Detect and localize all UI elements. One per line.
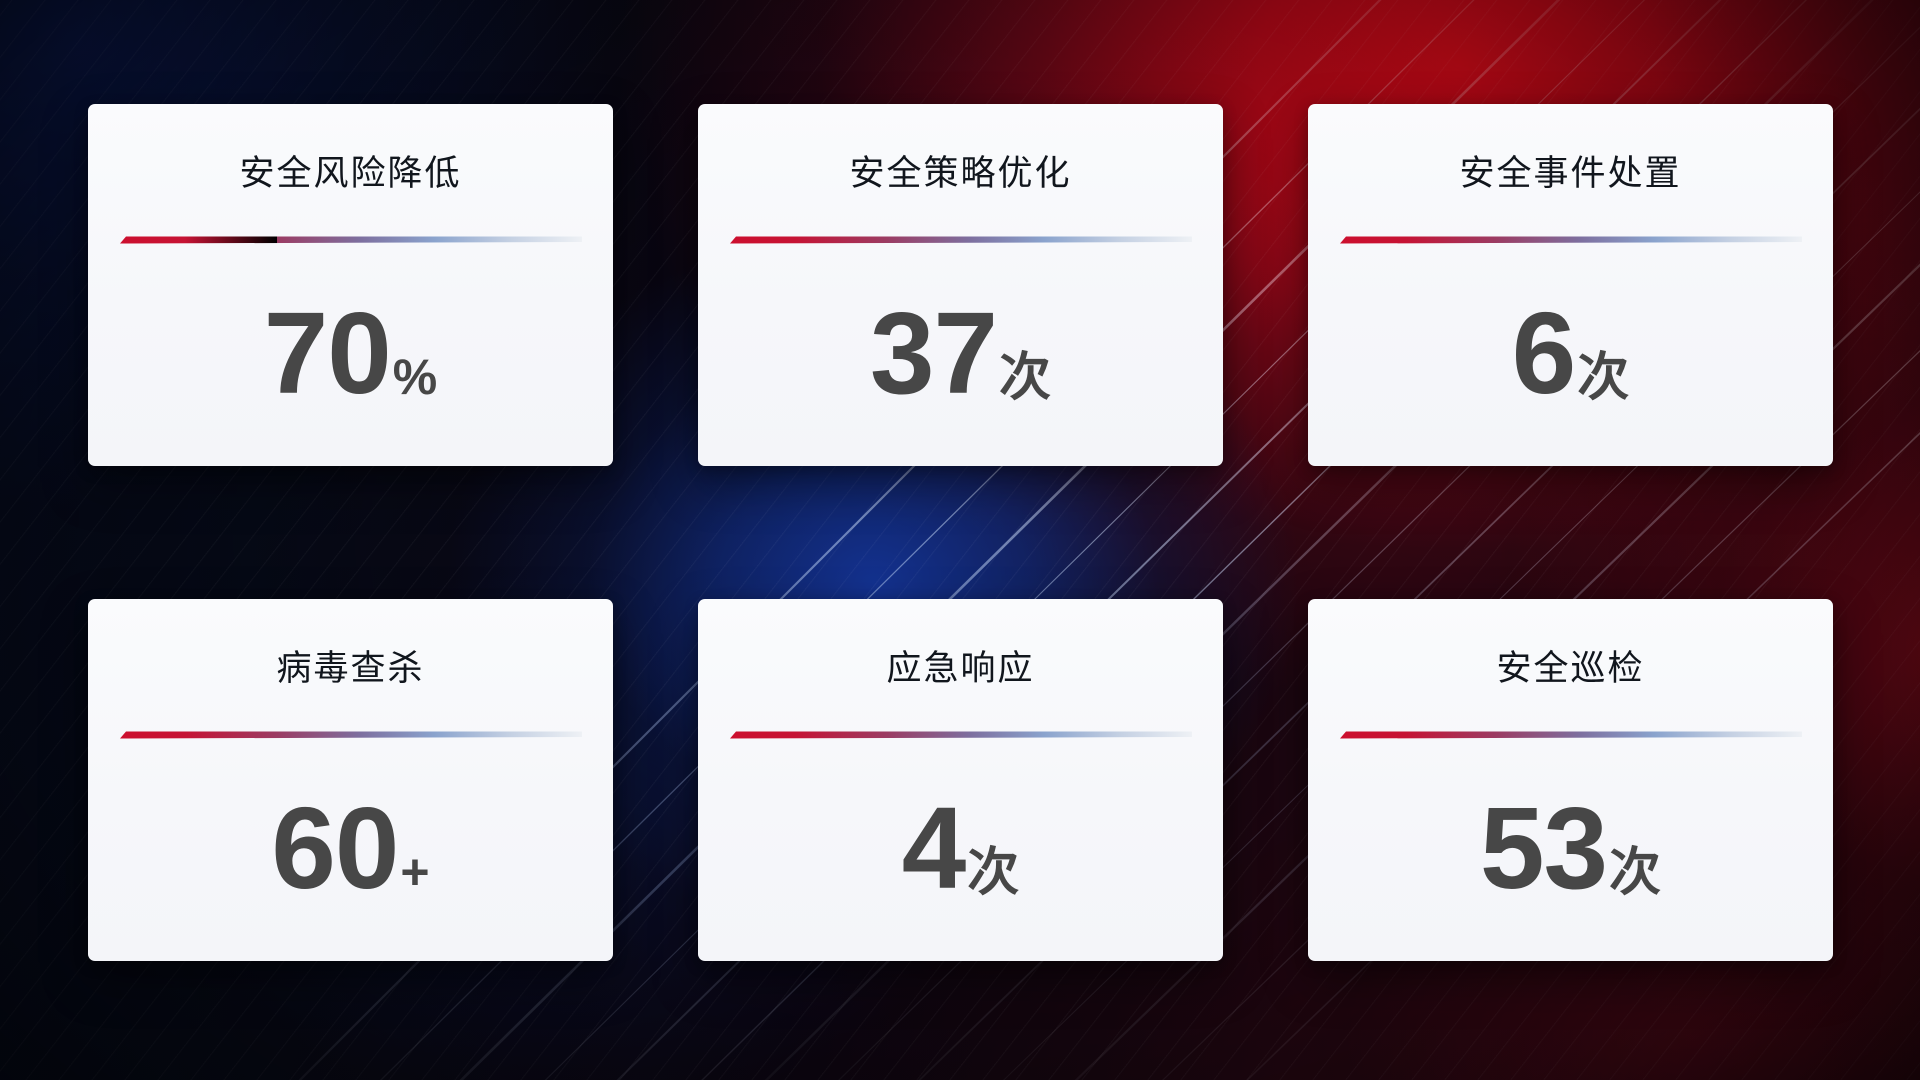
metric-title: 安全巡检	[1496, 649, 1645, 688]
gradient-divider	[119, 231, 582, 247]
metric-value-unit: %	[392, 349, 438, 405]
metric-card[interactable]: 安全策略优化	[698, 104, 1223, 466]
gradient-divider	[119, 726, 582, 742]
metric-value-unit: 次	[999, 349, 1052, 407]
gradient-divider	[1339, 726, 1802, 742]
gradient-divider	[729, 231, 1192, 247]
metric-value-row: 60 +	[88, 783, 613, 913]
metric-value-row: 53 次	[1308, 783, 1833, 913]
metric-value: 53	[1479, 783, 1608, 913]
metric-value: 4	[901, 783, 967, 913]
metric-value: 37	[869, 288, 998, 418]
metric-value-row: 4 次	[698, 783, 1223, 913]
metric-card[interactable]: 病毒查杀	[88, 599, 613, 961]
metric-card[interactable]: 安全巡检	[1308, 599, 1833, 961]
metric-value-unit: 次	[967, 844, 1020, 902]
gradient-divider	[729, 726, 1192, 742]
metric-title: 安全风险降低	[239, 154, 462, 193]
metric-value: 70	[263, 288, 392, 418]
metric-value-unit: +	[400, 844, 430, 900]
metric-value-unit: 次	[1609, 844, 1662, 902]
metric-value-row: 6 次	[1308, 288, 1833, 418]
metric-title: 病毒查杀	[276, 649, 425, 688]
metric-value-row: 37 次	[698, 288, 1223, 418]
metric-value-unit: 次	[1577, 349, 1630, 407]
metric-card[interactable]: 安全事件处置	[1308, 104, 1833, 466]
metric-title: 应急响应	[886, 649, 1035, 688]
metric-card[interactable]: 安全风险降低	[88, 104, 613, 466]
metric-value: 60	[271, 783, 399, 913]
metric-title: 安全策略优化	[849, 154, 1072, 193]
metric-card[interactable]: 应急响应	[698, 599, 1223, 961]
metric-value: 6	[1511, 288, 1577, 418]
metric-title: 安全事件处置	[1459, 154, 1682, 193]
metric-card-grid: 安全风险降低	[88, 104, 1833, 961]
gradient-divider	[1339, 231, 1802, 247]
metric-value-row: 70 %	[88, 288, 613, 418]
